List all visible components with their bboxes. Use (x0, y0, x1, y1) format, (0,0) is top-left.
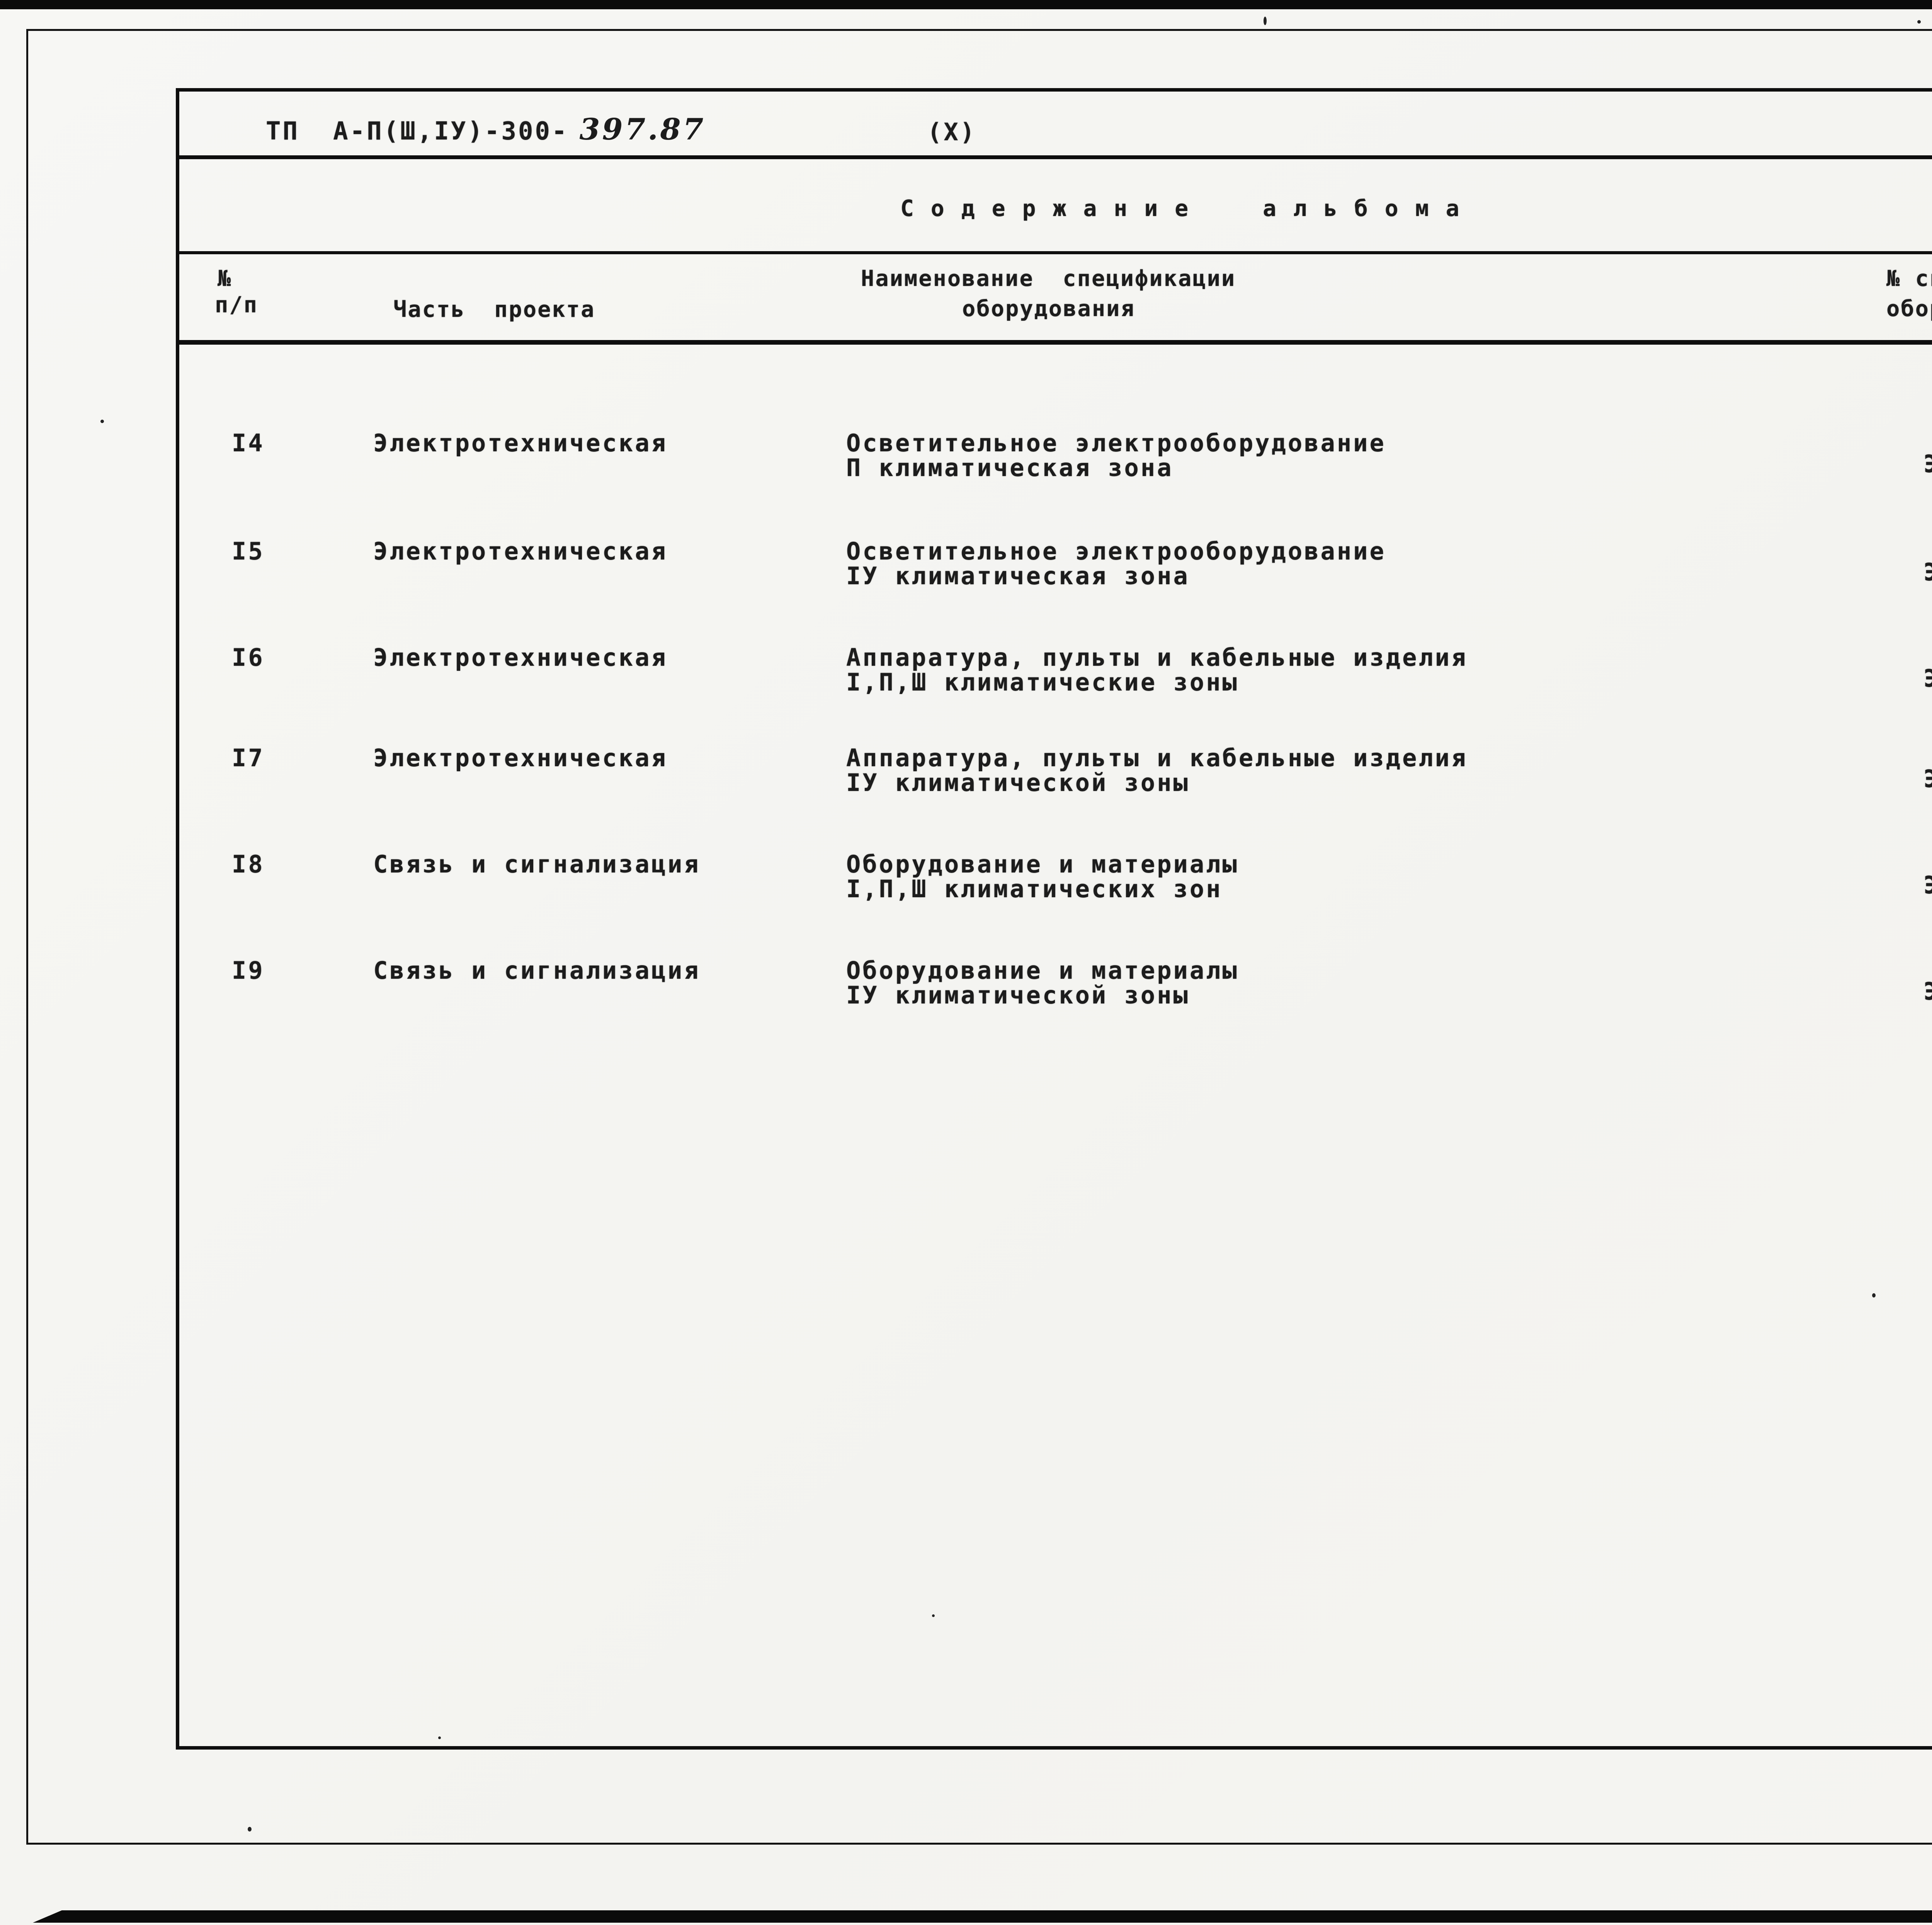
row-spec-name-line2: IУ климатической зоны (846, 981, 1190, 1009)
col-header-name-line2: оборудования (962, 296, 1135, 321)
row-spec-name-line2: I,П,Ш климатических зон (846, 875, 1223, 903)
col-header-part: Часть проекта (393, 297, 595, 322)
row-number: I7 (232, 744, 265, 772)
row-number: I9 (232, 956, 265, 985)
row-number: I6 (232, 643, 265, 672)
sheet-ref: (X) (927, 118, 976, 146)
row-spec-number: Э.СОIО (1923, 871, 1932, 899)
table-frame (176, 88, 1932, 1750)
row-spec-name-line1: Оборудование и материалы (846, 850, 1239, 878)
row-number: I8 (232, 850, 265, 878)
row-project-part: Связь и сигнализация (373, 850, 701, 878)
divider-below-title (178, 251, 1932, 254)
table-row: I5 Электротехническая Осветительное элек… (0, 537, 1932, 591)
row-spec-name-line2: П климатическая зона (846, 454, 1173, 482)
row-project-part: Электротехническая (373, 429, 668, 457)
scan-speck (932, 1614, 935, 1617)
row-project-part: Электротехническая (373, 643, 668, 672)
row-spec-name-line2: I,П,Ш климатические зоны (846, 668, 1239, 696)
scan-speck (1917, 20, 1921, 24)
scan-speck (1872, 1293, 1876, 1298)
table-row: I8 Связь и сигнализация Оборудование и м… (0, 850, 1932, 904)
col-header-num-line2: п/п (215, 292, 258, 318)
outer-page-border (26, 29, 1932, 1845)
row-project-part: Связь и сигнализация (373, 956, 701, 985)
table-row: I9 Связь и сигнализация Оборудование и м… (0, 956, 1932, 1010)
divider-below-column-headers (178, 340, 1932, 345)
row-project-part: Электротехническая (373, 537, 668, 565)
row-number: I4 (232, 429, 265, 457)
scan-edge-top-bar (0, 0, 1932, 9)
doc-code: ТП А-П(Ш,IУ)-300- 397.87 (266, 115, 706, 146)
row-spec-number: Э.СОII (1923, 977, 1932, 1005)
row-spec-name-line2: IУ климатическая зона (846, 562, 1190, 590)
col-header-spec-line2: оборудования (1886, 296, 1932, 321)
table-row: I4 Электротехническая Осветительное элек… (0, 429, 1932, 483)
row-spec-number: Э.С06 (1923, 450, 1932, 478)
row-spec-name-line1: Оборудование и материалы (846, 956, 1239, 985)
scan-edge-bottom-bar (33, 1910, 1932, 1923)
col-header-name-line1: Наименование спецификации (861, 266, 1236, 291)
row-spec-name-line1: Осветительное электрооборудование (846, 429, 1386, 457)
scan-speck (248, 1827, 252, 1831)
row-spec-name-line1: Аппаратура, пульты и кабельные изделия (846, 643, 1468, 672)
doc-code-typed: ТП А-П(Ш,IУ)-300- (266, 117, 569, 146)
row-spec-number: Э.С08 (1923, 664, 1932, 692)
row-spec-name-line1: Аппаратура, пульты и кабельные изделия (846, 744, 1468, 772)
col-header-num-line1: № (218, 266, 232, 291)
page-title: Содержание альбома (900, 195, 1476, 221)
scan-speck (438, 1736, 441, 1739)
row-spec-number: Э.С09 (1923, 765, 1932, 793)
table-row: I7 Электротехническая Аппаратура, пульты… (0, 744, 1932, 798)
doc-code-handwritten: 397.87 (579, 112, 706, 146)
row-spec-name-line1: Осветительное электрооборудование (846, 537, 1386, 565)
row-spec-name-line2: IУ климатической зоны (846, 769, 1190, 797)
scan-speck (1264, 17, 1267, 25)
row-spec-number: Э.С07 (1923, 558, 1932, 586)
scan-speck (100, 420, 104, 423)
divider-below-doc-code (178, 155, 1932, 159)
row-number: I5 (232, 537, 265, 565)
row-project-part: Электротехническая (373, 744, 668, 772)
col-header-spec-line1: № спецификации (1886, 266, 1932, 291)
table-row: I6 Электротехническая Аппаратура, пульты… (0, 643, 1932, 697)
